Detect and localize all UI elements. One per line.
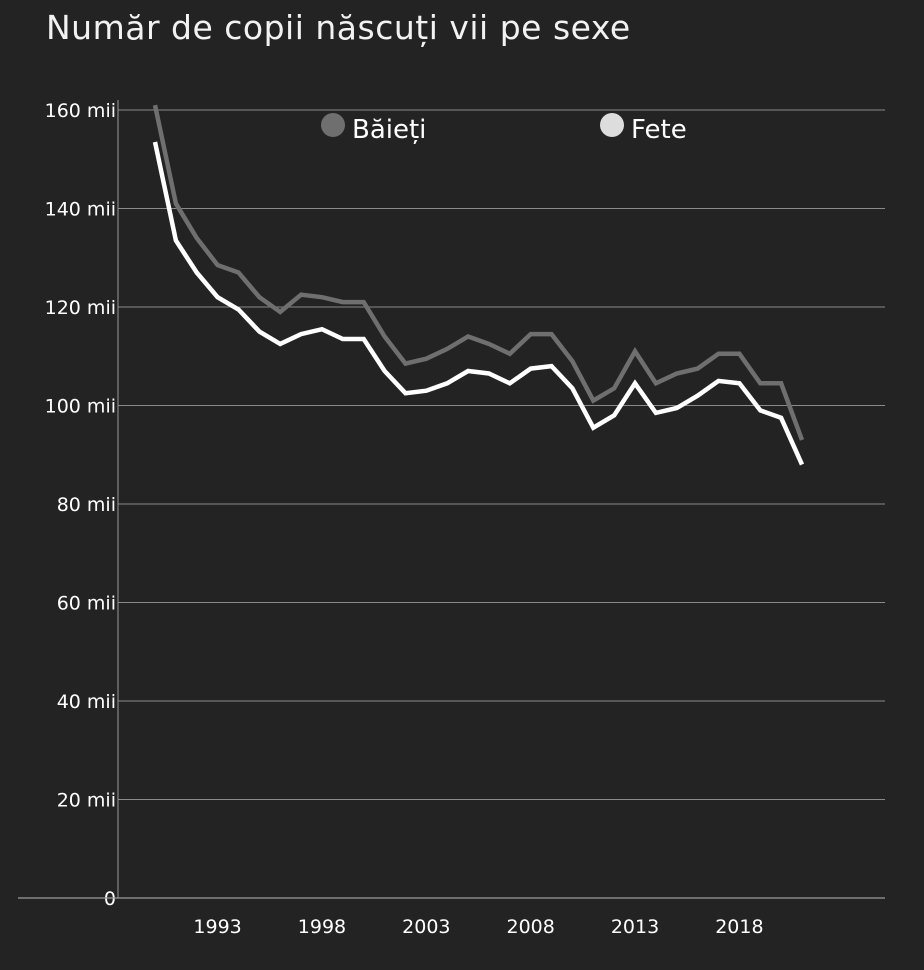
x-tick-label: 1998	[298, 916, 346, 938]
series-line-fete	[152, 141, 805, 466]
legend-label: Fete	[631, 115, 687, 145]
x-tick-label: 2003	[402, 916, 450, 938]
x-tick-label: 2018	[715, 916, 763, 938]
y-tick-label: 40 mii	[57, 691, 116, 713]
legend-marker	[600, 113, 624, 137]
x-tick-label: 2008	[506, 916, 554, 938]
y-tick-label: 160 mii	[45, 100, 116, 122]
chart-title: Număr de copii născuți vii pe sexe	[46, 8, 631, 47]
y-tick-label: 120 mii	[45, 297, 116, 319]
axes: 0 20 mii 40 mii 60 mii 80 mii 100 mii 120 mii 1…	[18, 100, 885, 938]
y-tick-label: 0	[104, 888, 116, 910]
series-lines	[152, 104, 805, 466]
legend: Băieți Fete	[321, 113, 687, 145]
x-tick-label: 1993	[193, 916, 241, 938]
y-tick-label: 20 mii	[57, 790, 116, 812]
y-tick-label: 100 mii	[45, 396, 116, 418]
x-tick-label: 2013	[611, 916, 659, 938]
y-tick-label: 80 mii	[57, 494, 116, 516]
legend-label: Băieți	[352, 115, 426, 145]
series-line-baieti	[152, 104, 805, 441]
y-tick-label: 140 mii	[45, 199, 116, 221]
y-tick-label: 60 mii	[57, 593, 116, 615]
gridlines	[118, 109, 885, 800]
legend-marker	[321, 113, 345, 137]
